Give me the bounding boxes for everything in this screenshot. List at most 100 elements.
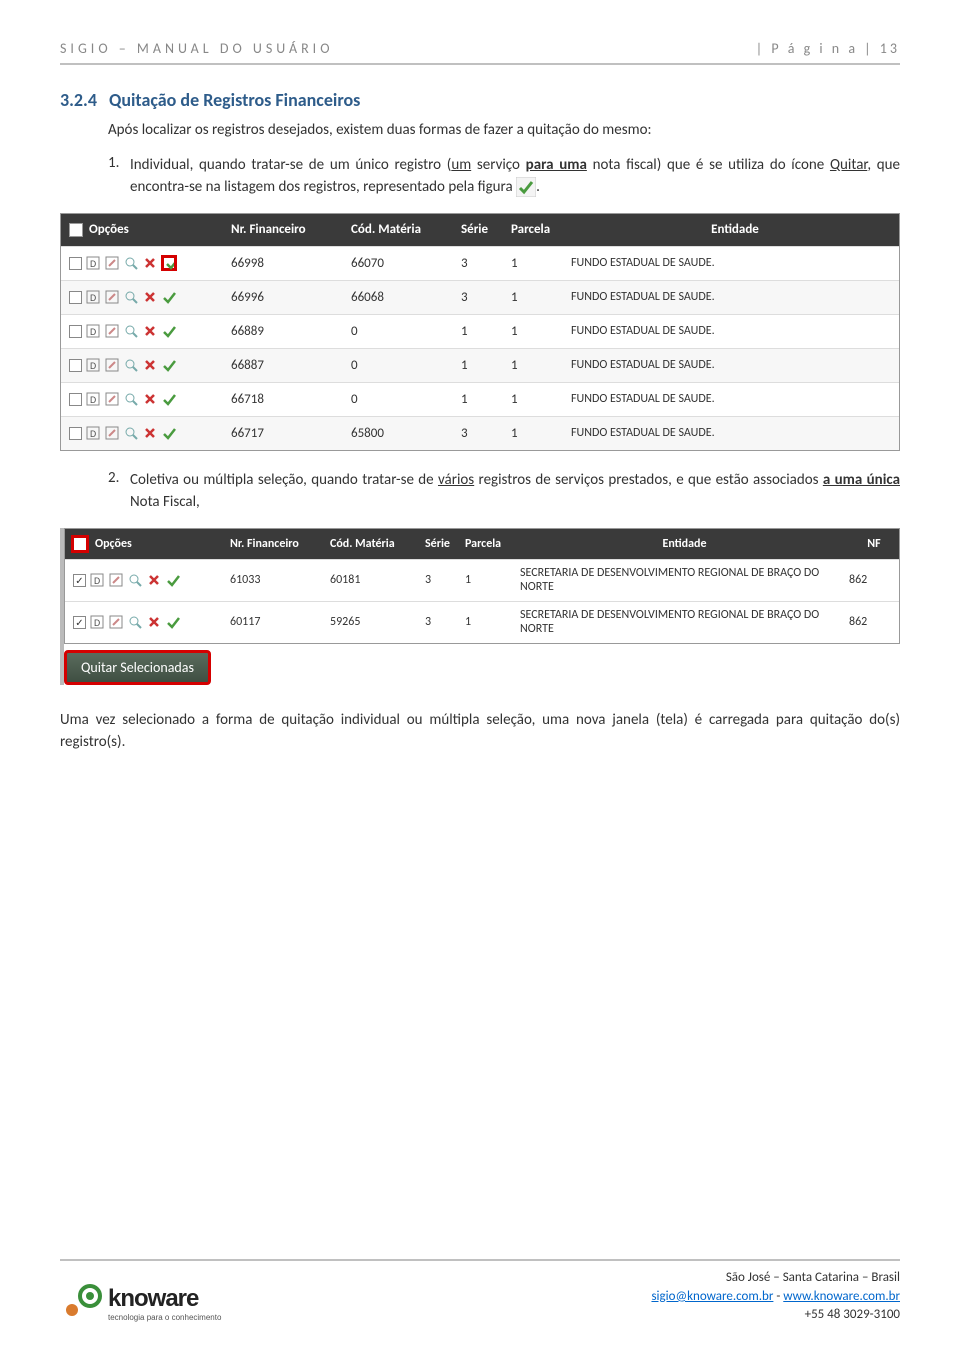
table-header-row: Opções Nr. Financeiro Cód. Matéria Série… — [61, 214, 899, 246]
detail-icon[interactable]: D — [89, 572, 105, 588]
table-row: D66889011FUNDO ESTADUAL DE SAUDE. — [61, 314, 899, 348]
col-cod: Cód. Matéria — [351, 222, 461, 237]
cell-entidade: FUNDO ESTADUAL DE SAUDE. — [571, 290, 899, 304]
header-checkbox-highlighted[interactable]: ✓ — [71, 535, 89, 553]
detail-icon[interactable]: D — [85, 357, 101, 373]
quitar-icon[interactable] — [161, 391, 177, 407]
delete-icon[interactable] — [142, 289, 158, 305]
cell-entidade: FUNDO ESTADUAL DE SAUDE. — [571, 256, 899, 270]
cell-nf: 862 — [849, 573, 899, 587]
detail-icon[interactable]: D — [85, 255, 101, 271]
cell-serie: 1 — [461, 324, 511, 339]
edit-icon[interactable] — [104, 357, 120, 373]
row-checkbox[interactable] — [69, 393, 82, 406]
cell-entidade: SECRETARIA DE DESENVOLVIMENTO REGIONAL D… — [520, 566, 849, 595]
table-row: D667176580031FUNDO ESTADUAL DE SAUDE. — [61, 416, 899, 450]
search-icon[interactable] — [123, 323, 139, 339]
search-icon[interactable] — [123, 255, 139, 271]
row-checkbox[interactable] — [69, 257, 82, 270]
edit-icon[interactable] — [104, 255, 120, 271]
svg-text:D: D — [94, 574, 100, 587]
logo-mark-icon — [60, 1282, 102, 1324]
delete-icon[interactable] — [142, 357, 158, 373]
edit-icon[interactable] — [104, 391, 120, 407]
search-icon[interactable] — [127, 614, 143, 630]
quitar-icon[interactable] — [161, 255, 177, 271]
cell-parcela: 1 — [465, 573, 520, 587]
detail-icon[interactable]: D — [85, 391, 101, 407]
col-entidade: Entidade — [571, 222, 899, 237]
cell-nr: 66889 — [231, 324, 351, 339]
delete-icon[interactable] — [142, 255, 158, 271]
cell-entidade: FUNDO ESTADUAL DE SAUDE. — [571, 358, 899, 372]
svg-text:D: D — [90, 257, 96, 270]
col-nf: NF — [849, 537, 899, 551]
edit-icon[interactable] — [108, 614, 124, 630]
table-row: ✓D610336018131SECRETARIA DE DESENVOLVIME… — [65, 559, 899, 601]
search-icon[interactable] — [123, 357, 139, 373]
row-checkbox[interactable] — [69, 291, 82, 304]
col-opcoes: Opções — [61, 222, 231, 237]
options-cell: D — [61, 289, 231, 305]
options-cell: D — [61, 391, 231, 407]
row-checkbox[interactable] — [69, 359, 82, 372]
options-cell: ✓D — [65, 614, 230, 630]
col-entidade: Entidade — [520, 537, 849, 551]
detail-icon[interactable]: D — [85, 425, 101, 441]
footer-location: São José – Santa Catarina – Brasil — [651, 1269, 900, 1287]
cell-parcela: 1 — [511, 324, 571, 339]
svg-text:D: D — [90, 427, 96, 440]
edit-icon[interactable] — [104, 289, 120, 305]
cell-nr: 60117 — [230, 615, 330, 629]
delete-icon[interactable] — [146, 572, 162, 588]
footer-url-link[interactable]: www.knoware.com.br — [783, 1289, 900, 1304]
edit-icon[interactable] — [104, 323, 120, 339]
table-row: D669986607031FUNDO ESTADUAL DE SAUDE. — [61, 246, 899, 280]
col-cod: Cód. Matéria — [330, 537, 425, 551]
detail-icon[interactable]: D — [85, 289, 101, 305]
search-icon[interactable] — [127, 572, 143, 588]
cell-parcela: 1 — [511, 256, 571, 271]
quitar-icon[interactable] — [165, 572, 181, 588]
quitar-icon[interactable] — [161, 425, 177, 441]
quitar-selecionadas-button[interactable]: Quitar Selecionadas — [64, 650, 211, 685]
edit-icon[interactable] — [108, 572, 124, 588]
delete-icon[interactable] — [146, 614, 162, 630]
search-icon[interactable] — [123, 391, 139, 407]
row-checkbox[interactable] — [69, 427, 82, 440]
quitar-icon[interactable] — [161, 289, 177, 305]
delete-icon[interactable] — [142, 391, 158, 407]
section-number: 3.2.4 — [60, 89, 97, 111]
quitar-icon[interactable] — [165, 614, 181, 630]
header-left: SIGIO – MANUAL DO USUÁRIO — [60, 40, 333, 57]
cell-serie: 3 — [425, 573, 465, 587]
cell-serie: 3 — [461, 290, 511, 305]
logo-tagline: tecnologia para o conhecimento — [108, 1313, 221, 1322]
col-parcela: Parcela — [511, 222, 571, 237]
cell-cod: 60181 — [330, 573, 425, 587]
search-icon[interactable] — [123, 289, 139, 305]
delete-icon[interactable] — [142, 425, 158, 441]
table-row: ✓D601175926531SECRETARIA DE DESENVOLVIME… — [65, 601, 899, 643]
quitar-icon[interactable] — [161, 323, 177, 339]
row-checkbox-checked[interactable]: ✓ — [73, 616, 86, 629]
cell-parcela: 1 — [511, 426, 571, 441]
row-checkbox-checked[interactable]: ✓ — [73, 574, 86, 587]
edit-icon[interactable] — [104, 425, 120, 441]
logo: knoware tecnologia para o conhecimento — [60, 1282, 221, 1324]
cell-parcela: 1 — [465, 615, 520, 629]
col-nr: Nr. Financeiro — [230, 537, 330, 551]
row-checkbox[interactable] — [69, 325, 82, 338]
footer-email-link[interactable]: sigio@knoware.com.br — [651, 1289, 773, 1304]
cell-entidade: FUNDO ESTADUAL DE SAUDE. — [571, 324, 899, 338]
detail-icon[interactable]: D — [89, 614, 105, 630]
detail-icon[interactable]: D — [85, 323, 101, 339]
options-cell: D — [61, 357, 231, 373]
cell-serie: 3 — [461, 256, 511, 271]
search-icon[interactable] — [123, 425, 139, 441]
col-nr: Nr. Financeiro — [231, 222, 351, 237]
header-checkbox[interactable] — [69, 223, 83, 237]
delete-icon[interactable] — [142, 323, 158, 339]
quitar-icon[interactable] — [161, 357, 177, 373]
section-title-text: Quitação de Registros Financeiros — [109, 89, 360, 111]
